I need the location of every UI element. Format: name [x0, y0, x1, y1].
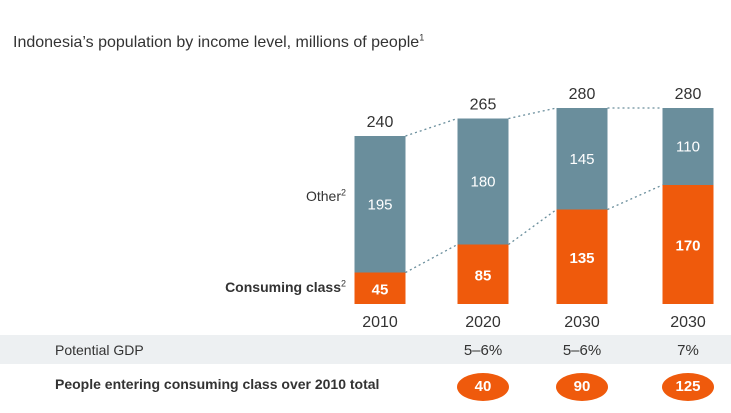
data-label-other: 110	[676, 139, 700, 156]
x-axis-tick-label: 2010	[362, 314, 398, 331]
stacked-bar-chart: 240 195 45 2010 265 180 85 2020 280 145 135 2030 280…	[354, 86, 714, 331]
bar-consuming-class	[354, 272, 406, 304]
x-axis-tick-label: 2020	[465, 314, 501, 331]
bar-total-label: 280	[569, 86, 596, 103]
x-axis-tick-label: 2030	[564, 314, 600, 331]
data-label-other: 180	[470, 174, 495, 191]
entering-value-badge: 90	[556, 373, 608, 401]
connector-line-total	[508, 107, 557, 120]
bar-consuming-class	[556, 209, 608, 304]
gdp-value: 7%	[677, 342, 699, 359]
data-label-consuming-class: 170	[675, 238, 700, 255]
bar-consuming-class	[662, 185, 714, 304]
bar-total-label: 280	[675, 86, 702, 103]
bar-total-label: 265	[470, 97, 497, 114]
bar-consuming-class	[457, 244, 509, 304]
series-label-consuming-class: Consuming class2	[225, 278, 346, 295]
data-label-consuming-class: 85	[475, 267, 492, 284]
entering-row-label: People entering consuming class over 201…	[55, 376, 380, 392]
gdp-row: Potential GDP 5–6% 5–6% 7%	[0, 335, 731, 364]
data-label-consuming-class: 45	[372, 281, 389, 298]
chart-title: Indonesia’s population by income level, …	[13, 32, 425, 51]
connector-line-consuming	[607, 184, 663, 211]
bar-other	[354, 136, 406, 273]
connector-line-consuming	[405, 243, 458, 274]
bar-other	[662, 108, 714, 185]
entering-consuming-class-row: People entering consuming class over 201…	[0, 371, 731, 401]
bar-total-label: 240	[367, 114, 394, 131]
gdp-value: 5–6%	[463, 342, 503, 359]
x-axis-tick-label: 2030	[670, 314, 706, 331]
bar-other	[457, 118, 509, 245]
data-label-consuming-class: 135	[569, 250, 594, 267]
series-label-other: Other2	[305, 187, 346, 204]
data-label-other: 195	[367, 196, 392, 213]
entering-value-badge: 40	[457, 373, 509, 401]
data-label-other: 145	[569, 151, 594, 168]
connector-line-total	[405, 117, 458, 137]
bar-other	[556, 108, 608, 210]
connector-line-consuming	[508, 208, 557, 246]
gdp-row-label: Potential GDP	[55, 342, 144, 358]
entering-value-badge: 125	[662, 373, 714, 401]
gdp-value: 5–6%	[562, 342, 602, 359]
